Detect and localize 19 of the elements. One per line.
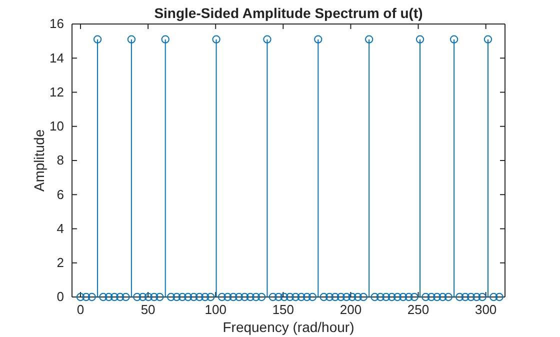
y-tick-label: 16 <box>50 16 64 32</box>
y-tick-label: 0 <box>56 289 64 304</box>
x-tick-label: 100 <box>204 302 226 318</box>
x-tick-label: 0 <box>76 302 84 318</box>
y-tick-label: 12 <box>50 84 64 100</box>
y-tick-label: 6 <box>56 186 64 202</box>
x-tick-label: 50 <box>140 302 156 318</box>
y-tick-label: 8 <box>56 152 64 168</box>
y-tick-label: 10 <box>50 118 64 134</box>
y-tick-label: 4 <box>56 220 64 236</box>
y-tick-label: 2 <box>56 255 64 270</box>
y-tick-label: 14 <box>50 50 64 66</box>
x-tick-label: 250 <box>407 302 430 318</box>
y-axis-title: Amplitude <box>31 129 47 192</box>
x-tick-label: 150 <box>272 302 294 318</box>
x-tick-label: 200 <box>340 302 362 318</box>
x-axis-title: Frequency (rad/hour) <box>222 319 354 335</box>
x-tick-label: 300 <box>474 302 497 318</box>
chart-title: Single-Sided Amplitude Spectrum of u(t) <box>154 5 423 21</box>
